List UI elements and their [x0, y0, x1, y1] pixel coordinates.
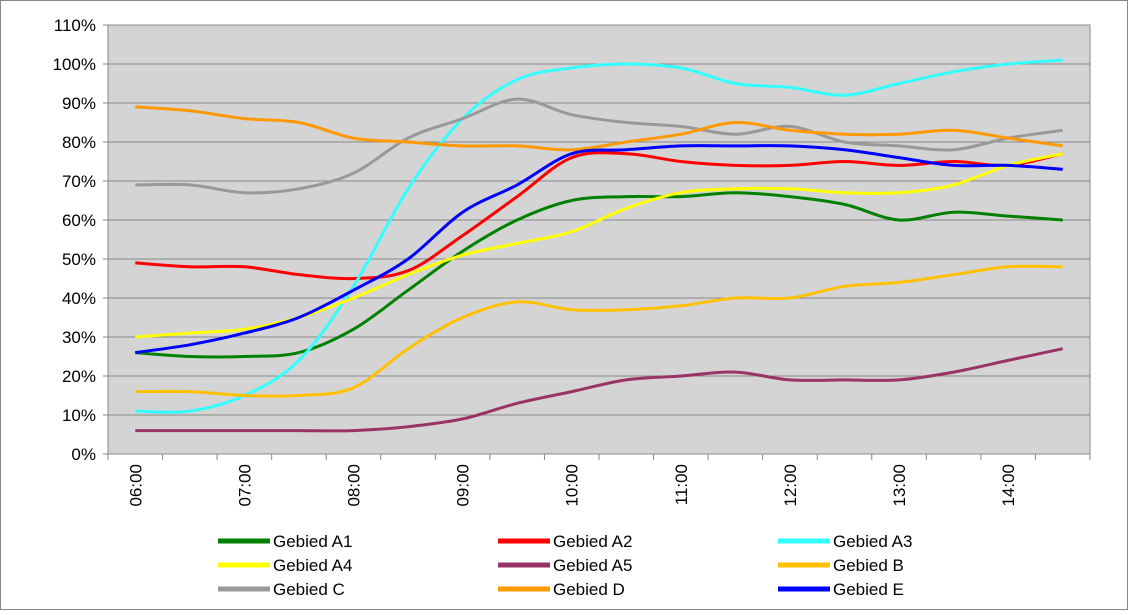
legend-label: Gebied A1: [273, 532, 352, 551]
x-tick-label: 06:00: [126, 464, 145, 507]
y-tick-label: 60%: [62, 211, 96, 230]
x-tick-label: 13:00: [890, 464, 909, 507]
series-line: [135, 347, 1064, 433]
series-line: [135, 97, 1063, 195]
y-tick-label: 50%: [62, 250, 96, 269]
legend-label: Gebied E: [833, 580, 904, 599]
legend-label: Gebied B: [833, 556, 904, 575]
series-line: [135, 58, 1063, 414]
x-tick-label: 09:00: [454, 464, 473, 507]
series-line: [135, 191, 1063, 359]
y-tick-label: 70%: [62, 172, 96, 191]
y-tick-label: 90%: [62, 94, 96, 113]
y-tick-label: 110%: [54, 16, 96, 35]
x-tick-label: 08:00: [345, 464, 364, 507]
y-tick-label: 30%: [62, 328, 96, 347]
series-line: [135, 105, 1063, 152]
series-line: [135, 264, 1063, 398]
y-tick-label: 40%: [62, 289, 96, 308]
legend-label: Gebied A3: [833, 532, 912, 551]
y-tick-label: 100%: [53, 55, 96, 74]
x-tick-label: 07:00: [235, 464, 254, 507]
legend-label: Gebied A5: [553, 556, 632, 575]
y-tick-label: 80%: [62, 133, 96, 152]
y-tick-label: 20%: [62, 367, 96, 386]
series-line: [135, 151, 1064, 281]
legend-label: Gebied C: [273, 580, 345, 599]
legend-label: Gebied A4: [273, 556, 352, 575]
legend-label: Gebied A2: [553, 532, 632, 551]
y-tick-label: 10%: [62, 406, 96, 425]
series-line: [135, 144, 1063, 355]
x-tick-label: 12:00: [781, 464, 800, 507]
x-tick-label: 10:00: [563, 464, 582, 507]
y-tick-label: 0%: [71, 445, 96, 464]
x-tick-label: 11:00: [672, 464, 691, 505]
legend-label: Gebied D: [553, 580, 625, 599]
x-tick-label: 14:00: [999, 464, 1018, 507]
